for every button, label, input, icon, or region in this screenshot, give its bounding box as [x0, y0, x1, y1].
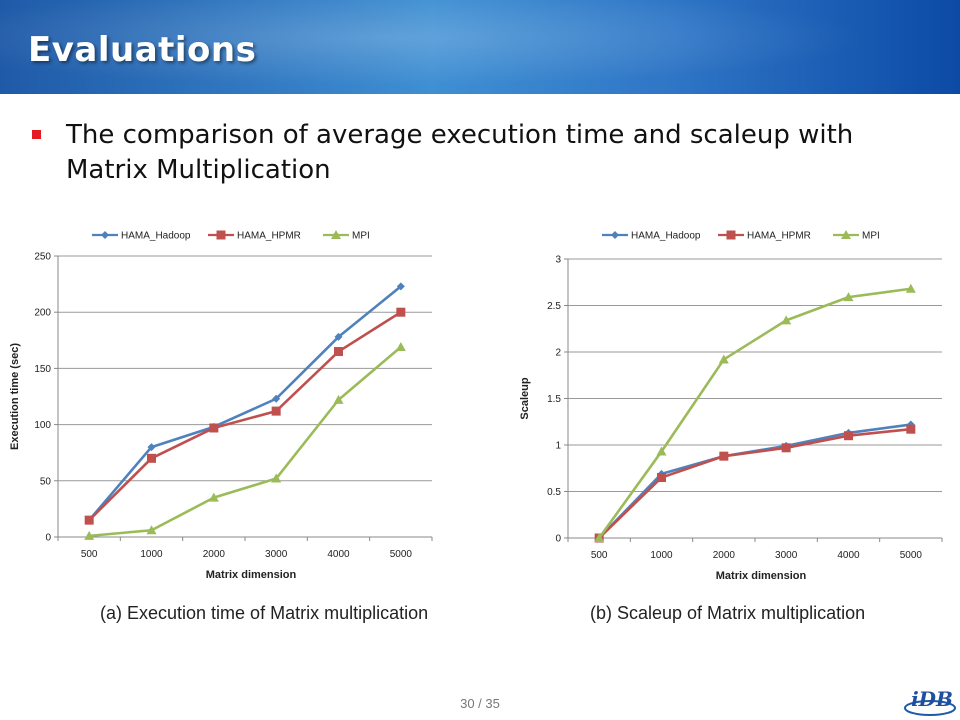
header-sheen [0, 0, 960, 94]
data-point-hama-hpmr [396, 307, 406, 317]
legend-item-hama-hadoop: HAMA_Hadoop [92, 231, 191, 242]
x-tick-label: 1000 [140, 549, 163, 560]
y-tick-label: 150 [34, 364, 51, 375]
y-axis-title: Scaleup [519, 377, 531, 419]
data-point-mpi [656, 446, 667, 456]
series-line-mpi [89, 346, 402, 538]
x-tick-label: 500 [81, 549, 98, 560]
x-tick-label: 2000 [203, 549, 226, 560]
x-tick-label: 3000 [775, 550, 798, 561]
data-point-mpi [843, 292, 854, 302]
data-point-hama-hpmr [719, 451, 729, 461]
series-hama-hadoop [595, 420, 915, 542]
execution-time-chart: HAMA_Hadoop HAMA_HPMR MPI 0 50 100 150 200 250 50… [9, 230, 433, 581]
legend-item-mpi: MPI [833, 230, 880, 242]
x-tick-label: 3000 [265, 549, 288, 560]
legend-marker [611, 231, 619, 239]
legend-label: HAMA_Hadoop [631, 231, 701, 242]
data-point-hama-hpmr [209, 423, 219, 433]
series-line-hama-hadoop [598, 423, 912, 539]
y-tick-label: 2 [555, 348, 561, 359]
slide-header: Evaluations [0, 0, 960, 94]
x-tick-label: 4000 [327, 549, 350, 560]
series-line-hama-hadoop [88, 285, 402, 521]
x-tick-label: 1000 [650, 550, 673, 561]
series-hama-hpmr [84, 307, 406, 525]
legend-label: HAMA_HPMR [237, 231, 301, 242]
data-point-mpi [333, 394, 344, 404]
legend-item-hama-hadoop: HAMA_Hadoop [602, 231, 701, 242]
legend-marker [331, 230, 341, 239]
data-point-mpi [781, 315, 792, 325]
series-hama-hpmr [594, 424, 916, 543]
x-tick-label: 5000 [900, 550, 923, 561]
data-point-hama-hadoop [272, 394, 281, 403]
idb-logo: iDB [904, 687, 956, 716]
series-line-hama-hpmr [598, 427, 911, 539]
y-tick-label: 1.5 [547, 394, 561, 405]
y-axis-title: Execution time (sec) [9, 343, 21, 450]
bullet-marker [32, 130, 41, 139]
data-point-hama-hadoop [334, 332, 343, 341]
data-point-hama-hpmr [781, 443, 791, 453]
y-tick-label: 2.5 [547, 301, 561, 312]
x-axis-title: Matrix dimension [716, 570, 807, 582]
x-axis-title: Matrix dimension [206, 569, 297, 581]
legend-item-hama-hpmr: HAMA_HPMR [208, 230, 301, 242]
data-point-hama-hpmr [844, 431, 853, 441]
data-point-hama-hpmr [84, 515, 94, 525]
page-number: 30 / 35 [460, 696, 500, 711]
svg-text:iDB: iDB [911, 687, 953, 711]
legend-label: HAMA_Hadoop [121, 231, 191, 242]
legend-marker [726, 230, 736, 240]
data-point-hama-hadoop [396, 282, 405, 291]
caption-b: (b) Scaleup of Matrix multiplication [590, 603, 866, 623]
slide-title: Evaluations [28, 30, 257, 70]
data-point-mpi [208, 492, 219, 502]
data-point-mpi [146, 525, 157, 535]
legend-marker [216, 230, 226, 240]
y-tick-label: 0 [45, 533, 51, 544]
data-point-hama-hpmr [334, 347, 343, 357]
y-tick-label: 1 [555, 441, 561, 452]
x-tick-label: 500 [591, 550, 608, 561]
legend-item-hama-hpmr: HAMA_HPMR [718, 230, 811, 242]
bullet-text: The comparison of average execution time… [66, 120, 854, 185]
legend-label: MPI [862, 231, 880, 242]
caption-a: (a) Execution time of Matrix multiplicat… [100, 603, 429, 623]
scaleup-chart: HAMA_Hadoop HAMA_HPMR MPI 0 0.5 1 1.5 2 2.5 3 500 1… [519, 230, 943, 582]
x-tick-label: 4000 [837, 550, 860, 561]
data-point-hama-hpmr [906, 424, 916, 434]
data-point-hama-hadoop [147, 443, 156, 452]
data-point-mpi [594, 533, 605, 542]
data-point-mpi [718, 354, 729, 364]
series-line-hama-hpmr [88, 311, 402, 522]
y-tick-label: 100 [34, 420, 51, 431]
legend-label: HAMA_HPMR [747, 231, 811, 242]
data-point-hama-hpmr [271, 406, 281, 416]
x-tick-label: 2000 [713, 550, 736, 561]
legend-marker [101, 231, 109, 239]
data-point-mpi [271, 473, 282, 483]
legend-label: MPI [352, 231, 370, 242]
data-point-mpi [905, 283, 916, 293]
legend-marker [841, 230, 851, 239]
data-point-hama-hpmr [147, 453, 156, 463]
y-tick-label: 0.5 [547, 487, 561, 498]
y-tick-label: 50 [40, 476, 52, 487]
y-tick-label: 0 [555, 534, 561, 545]
data-point-mpi [395, 342, 406, 352]
legend-item-mpi: MPI [323, 230, 370, 242]
y-tick-label: 250 [34, 252, 51, 263]
series-mpi [84, 342, 406, 540]
y-tick-label: 3 [555, 255, 561, 266]
series-mpi [594, 283, 916, 542]
data-point-hama-hpmr [657, 473, 666, 483]
data-point-mpi [84, 530, 95, 540]
series-line-mpi [598, 287, 912, 539]
x-tick-label: 5000 [390, 549, 413, 560]
y-tick-label: 200 [34, 308, 51, 319]
